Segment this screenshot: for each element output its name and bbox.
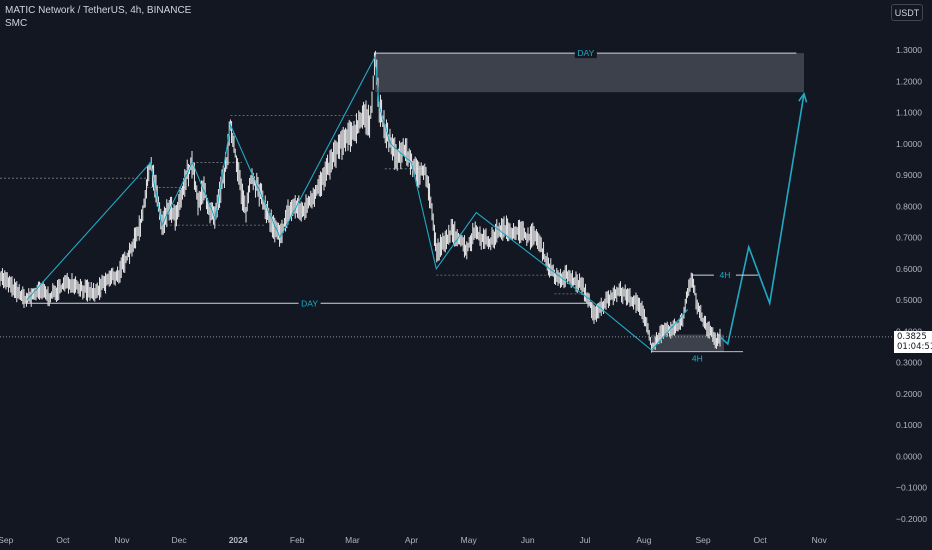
projection-path <box>719 93 805 346</box>
projection-arrowhead <box>798 91 808 103</box>
x-tick-label: 2024 <box>229 535 248 545</box>
price-candles <box>0 50 721 353</box>
structure-zigzag <box>26 54 689 351</box>
supply-zone <box>375 53 804 93</box>
x-tick-label: Feb <box>290 535 305 545</box>
y-tick-label: 0.6000 <box>896 264 922 274</box>
x-tick-label: Jul <box>579 535 590 545</box>
y-tick-label: 1.2000 <box>896 76 922 86</box>
y-tick-label: 0.3000 <box>896 358 922 368</box>
level-label: 4H <box>719 270 730 280</box>
y-tick-label: 0.7000 <box>896 233 922 243</box>
level-label: DAY <box>577 48 594 58</box>
x-tick-label: Apr <box>405 535 418 545</box>
x-tick-label: Dec <box>172 535 188 545</box>
level-label-bg <box>298 298 321 309</box>
y-tick-label: −0.2000 <box>896 514 927 524</box>
x-tick-label: May <box>461 535 478 545</box>
x-tick-label: Oct <box>56 535 70 545</box>
y-tick-label: 0.2000 <box>896 389 922 399</box>
y-tick-label: 0.9000 <box>896 170 922 180</box>
y-tick-label: 0.1000 <box>896 420 922 430</box>
level-label: DAY <box>301 298 318 308</box>
current-price-value: 0.3825 <box>897 332 927 342</box>
y-tick-label: 0.0000 <box>896 451 922 461</box>
currency-unit-button[interactable]: USDT <box>891 4 923 21</box>
x-tick-label: Aug <box>636 535 651 545</box>
x-tick-label: Jun <box>521 535 535 545</box>
level-label-bg <box>713 270 736 281</box>
y-tick-label: 1.1000 <box>896 108 922 118</box>
indicator-label[interactable]: SMC <box>5 18 28 29</box>
x-tick-label: Sep <box>695 535 710 545</box>
x-tick-label: Mar <box>345 535 360 545</box>
current-price-tag: 0.3825 01:04:51 <box>894 331 932 353</box>
x-tick-label: Oct <box>754 535 768 545</box>
y-tick-label: 0.8000 <box>896 201 922 211</box>
y-tick-label: 1.0000 <box>896 139 922 149</box>
y-tick-label: 1.3000 <box>896 45 922 55</box>
candle-countdown: 01:04:51 <box>897 342 932 352</box>
level-label: 4H <box>692 354 703 364</box>
y-tick-label: 0.5000 <box>896 295 922 305</box>
level-label-bg <box>574 48 597 59</box>
x-tick-label: Nov <box>114 535 130 545</box>
y-tick-label: −0.1000 <box>896 483 927 493</box>
x-tick-label: Nov <box>812 535 828 545</box>
x-tick-label: Sep <box>0 535 14 545</box>
demand-zone <box>651 334 724 352</box>
symbol-title[interactable]: MATIC Network / TetherUS, 4h, BINANCE <box>5 5 192 16</box>
